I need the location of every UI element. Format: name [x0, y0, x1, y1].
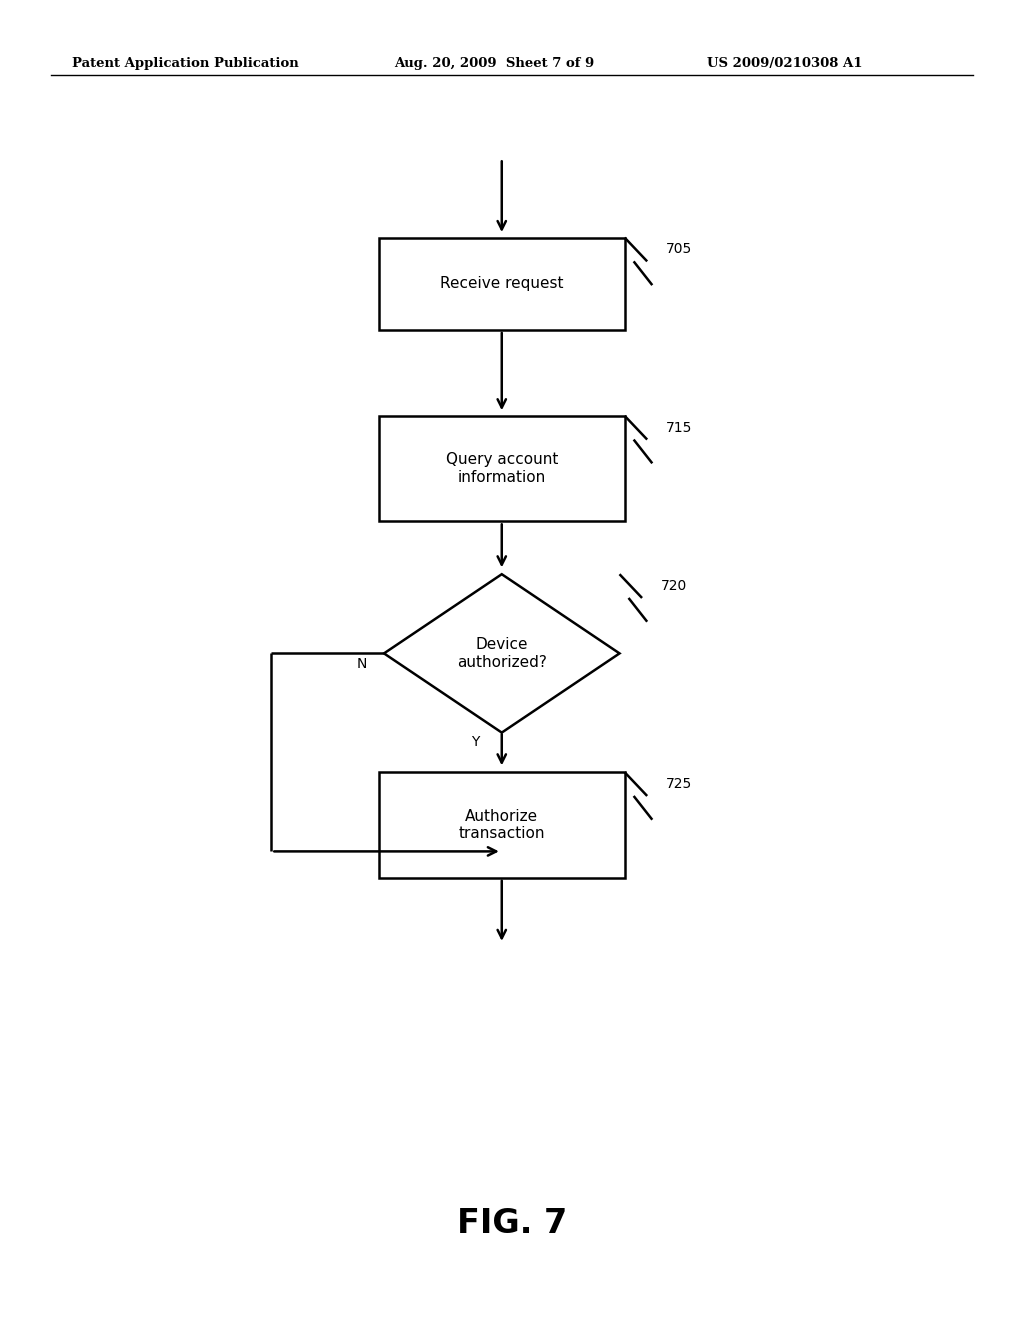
Text: Receive request: Receive request: [440, 276, 563, 292]
Text: Device
authorized?: Device authorized?: [457, 638, 547, 669]
Text: FIG. 7: FIG. 7: [457, 1206, 567, 1241]
Text: Y: Y: [471, 735, 479, 750]
Text: 715: 715: [666, 421, 692, 434]
Text: Authorize
transaction: Authorize transaction: [459, 809, 545, 841]
Bar: [379, 772, 625, 878]
Text: Aug. 20, 2009  Sheet 7 of 9: Aug. 20, 2009 Sheet 7 of 9: [394, 57, 595, 70]
Text: US 2009/0210308 A1: US 2009/0210308 A1: [707, 57, 862, 70]
Text: 705: 705: [666, 243, 692, 256]
Bar: [379, 238, 625, 330]
Text: 720: 720: [660, 579, 687, 593]
Text: Query account
information: Query account information: [445, 453, 558, 484]
Text: 725: 725: [666, 777, 692, 791]
Text: N: N: [356, 657, 367, 671]
Bar: [379, 416, 625, 521]
Polygon shape: [384, 574, 620, 733]
Text: Patent Application Publication: Patent Application Publication: [72, 57, 298, 70]
